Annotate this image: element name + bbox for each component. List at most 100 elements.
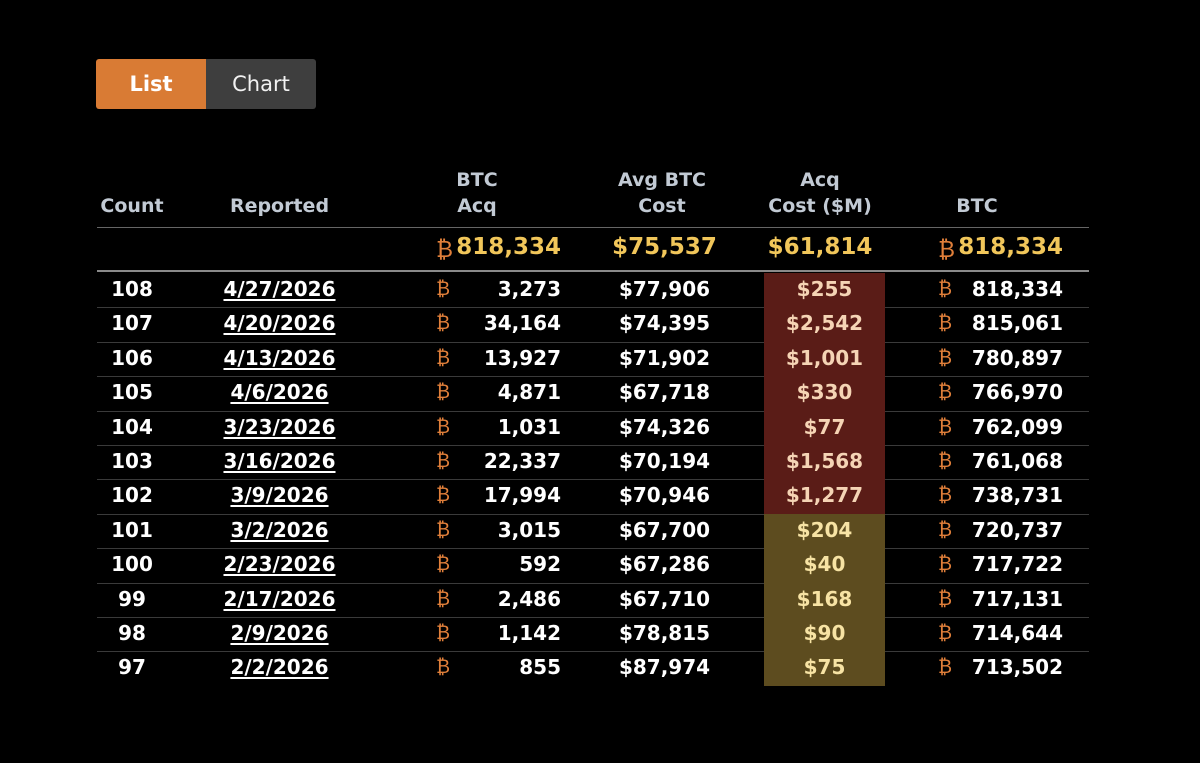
row-acq-cost: $75: [803, 655, 846, 680]
row-avg-cost: $67,718: [618, 380, 711, 405]
row-btc-acq: 592: [519, 552, 561, 577]
row-btc-total: 717,722: [971, 552, 1063, 577]
row-btc-acq: 2,486: [497, 586, 561, 611]
total-btc: 818,334: [958, 234, 1063, 260]
row-btc-acq: 34,164: [483, 311, 561, 336]
row-btc-acq: 13,927: [483, 345, 561, 370]
btc-symbol-icon: ₿: [938, 381, 953, 404]
acq-cost-highlight: [764, 479, 885, 515]
row-acq-cost: $330: [796, 380, 853, 405]
row-divider: [97, 307, 1089, 309]
row-divider: [97, 341, 1089, 343]
row-count: 97: [118, 655, 146, 680]
row-divider: [97, 548, 1089, 550]
btc-symbol-icon: ₿: [938, 312, 953, 335]
header-btc-acq: BTC Acq: [427, 167, 527, 219]
row-acq-cost: $204: [796, 517, 853, 542]
row-divider: [97, 617, 1089, 618]
row-avg-cost: $74,395: [618, 311, 711, 336]
row-reported-date[interactable]: 4/27/2026: [223, 277, 336, 301]
total-acq-cost: $61,814: [767, 234, 873, 260]
row-divider: [97, 376, 1089, 378]
row-btc-acq: 3,015: [497, 517, 561, 542]
btc-symbol-icon: ₿: [436, 656, 451, 679]
row-reported-date[interactable]: 2/2/2026: [230, 655, 329, 680]
header-btc-acq-line2: Acq: [457, 195, 497, 217]
btc-symbol-icon: ₿: [938, 484, 953, 507]
row-acq-cost: $255: [796, 277, 853, 301]
total-btc-acq: 818,334: [456, 234, 561, 260]
row-reported-date[interactable]: 4/6/2026: [230, 380, 329, 405]
row-btc-total: 815,061: [971, 311, 1063, 336]
row-btc-acq: 855: [519, 655, 561, 680]
row-divider: [97, 582, 1089, 584]
btc-symbol-icon: ₿: [436, 553, 451, 576]
row-reported-date[interactable]: 3/23/2026: [223, 414, 336, 439]
row-acq-cost: $1,568: [785, 449, 864, 473]
btc-symbol-icon: ₿: [938, 415, 953, 438]
row-btc-acq: 22,337: [483, 449, 561, 473]
row-acq-cost: $2,542: [785, 311, 864, 336]
row-count: 101: [111, 517, 153, 542]
btc-symbol-icon: ₿: [436, 450, 451, 472]
row-count: 102: [111, 483, 153, 508]
row-count: 107: [111, 311, 153, 336]
row-btc-total: 762,099: [971, 414, 1063, 439]
row-count: 103: [111, 449, 153, 473]
row-reported-date[interactable]: 4/20/2026: [223, 311, 336, 336]
header-avg-cost-line1: Avg BTC: [617, 169, 706, 191]
acq-cost-highlight: [764, 513, 885, 549]
row-count: 104: [111, 414, 153, 439]
btc-symbol-icon: ₿: [436, 484, 451, 507]
btc-symbol-icon: ₿: [938, 237, 956, 263]
row-btc-acq: 17,994: [483, 483, 561, 508]
row-reported-date[interactable]: 4/13/2026: [223, 345, 336, 370]
row-btc-acq: 1,142: [497, 621, 561, 645]
total-avg-cost: $75,537: [612, 234, 717, 260]
row-reported-date[interactable]: 3/2/2026: [230, 517, 329, 542]
row-avg-cost: $78,815: [618, 621, 711, 645]
acq-cost-highlight: [764, 307, 885, 343]
row-btc-total: 738,731: [971, 483, 1063, 508]
row-count: 99: [118, 586, 146, 611]
btc-symbol-icon: ₿: [938, 278, 953, 300]
row-reported-date[interactable]: 2/23/2026: [223, 552, 336, 577]
btc-symbol-icon: ₿: [436, 518, 451, 541]
btc-symbol-icon: ₿: [938, 346, 953, 369]
header-btc: BTC: [956, 195, 998, 217]
chart-view-button[interactable]: Chart: [206, 59, 316, 109]
row-acq-cost: $1,001: [785, 345, 864, 370]
row-divider: [97, 651, 1089, 653]
row-btc-total: 761,068: [971, 449, 1063, 473]
row-btc-total: 713,502: [971, 655, 1063, 680]
btc-symbol-icon: ₿: [436, 381, 451, 404]
acq-cost-highlight: [764, 548, 885, 584]
acq-cost-highlight: [764, 341, 885, 377]
row-btc-total: 717,131: [971, 586, 1063, 611]
row-avg-cost: $70,946: [618, 483, 711, 508]
row-reported-date[interactable]: 3/16/2026: [223, 449, 336, 473]
header-acq-cost-line2: Cost ($M): [768, 195, 872, 217]
btc-symbol-icon: ₿: [938, 587, 953, 610]
acq-cost-highlight: [764, 651, 885, 687]
row-reported-date[interactable]: 2/9/2026: [230, 621, 329, 645]
row-avg-cost: $67,700: [618, 517, 711, 542]
btc-symbol-icon: ₿: [938, 622, 953, 644]
row-btc-acq: 3,273: [497, 277, 561, 301]
row-count: 100: [111, 552, 153, 577]
row-divider: [97, 513, 1089, 515]
list-view-button[interactable]: List: [96, 59, 206, 109]
row-count: 108: [111, 277, 153, 301]
row-acq-cost: $40: [803, 552, 846, 577]
row-reported-date[interactable]: 3/9/2026: [230, 483, 329, 508]
acq-cost-highlight: [764, 376, 885, 412]
row-btc-total: 714,644: [971, 621, 1063, 645]
row-reported-date[interactable]: 2/17/2026: [223, 586, 336, 611]
btc-symbol-icon: ₿: [436, 237, 454, 263]
btc-symbol-icon: ₿: [938, 518, 953, 541]
header-avg-cost-line2: Cost: [638, 195, 686, 217]
row-acq-cost: $1,277: [785, 483, 864, 508]
totals-divider: [97, 270, 1089, 272]
row-avg-cost: $70,194: [618, 449, 711, 473]
row-btc-acq: 1,031: [497, 414, 561, 439]
